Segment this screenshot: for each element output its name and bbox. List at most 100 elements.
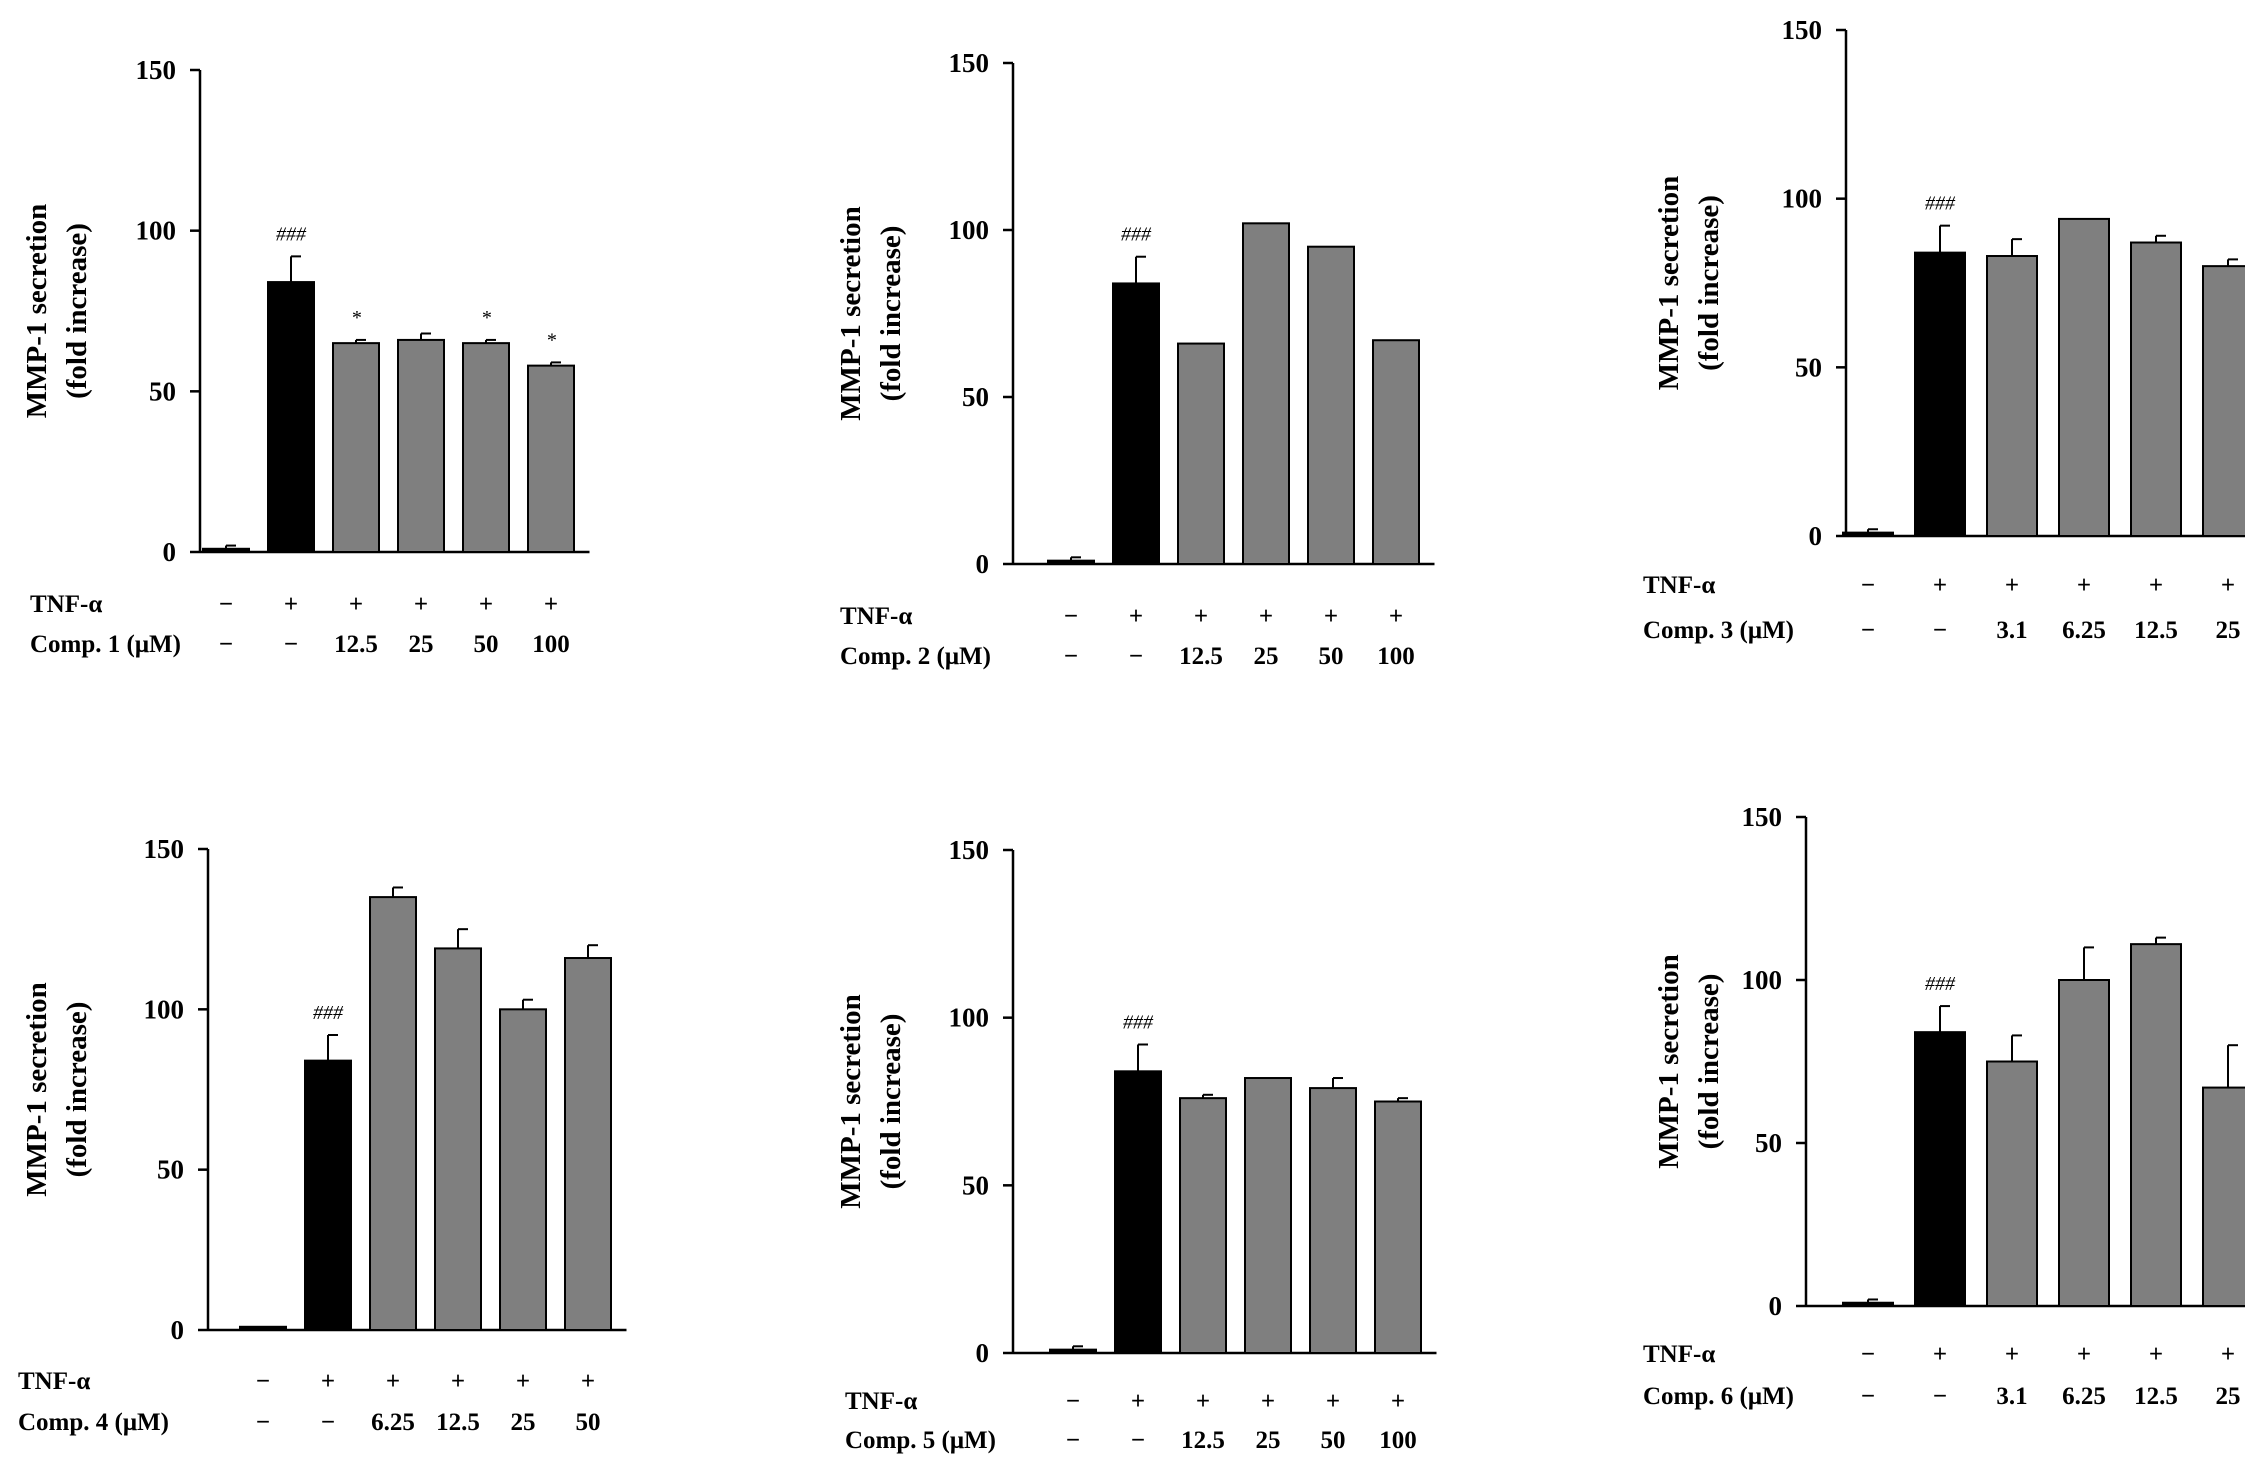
treatment-value: + (2077, 572, 2091, 599)
bar (2202, 1086, 2245, 1307)
significance-mark: ### (1123, 1011, 1154, 1033)
y-tick-label: 100 (1782, 184, 1823, 214)
treatment-value: − (219, 591, 233, 618)
bar (2130, 943, 2182, 1307)
treatment-row-label: TNF-α (845, 1388, 917, 1415)
treatment-value: + (581, 1368, 595, 1395)
treatment-value: − (1064, 603, 1078, 630)
treatment-value: 12.5 (1181, 1427, 1225, 1454)
treatment-value: 100 (1377, 643, 1415, 670)
treatment-value: + (1259, 603, 1273, 630)
treatment-value: 12.5 (2134, 617, 2178, 644)
treatment-row-label: Comp. 6 (μM) (1643, 1383, 1794, 1410)
treatment-row-label: Comp. 2 (μM) (840, 643, 991, 670)
significance-mark: ### (1925, 973, 1956, 995)
significance-mark: * (481, 307, 491, 329)
y-axis-title: MMP-1 secretion (835, 206, 867, 420)
treatment-value: + (479, 591, 493, 618)
y-tick-label: 100 (136, 216, 177, 246)
y-axis-title: MMP-1 secretion (21, 204, 53, 418)
treatment-value: + (1261, 1388, 1275, 1415)
treatment-value: − (256, 1368, 270, 1395)
bar (1914, 1031, 1966, 1308)
significance-mark: * (351, 307, 361, 329)
treatment-value: + (349, 591, 363, 618)
bar (1112, 282, 1160, 565)
treatment-value: 100 (532, 631, 570, 658)
treatment-value: − (1064, 643, 1078, 670)
y-axis-subtitle: (fold increase) (875, 226, 907, 402)
bar (499, 1008, 547, 1331)
y-axis-subtitle: (fold increase) (61, 223, 93, 399)
treatment-value: + (1194, 603, 1208, 630)
bar (332, 342, 380, 553)
treatment-row-label: TNF-α (1643, 1341, 1715, 1368)
panel-comp-6: 0 50 100 150 MMP-1 secretion (fold increase) #… (1643, 802, 2245, 1410)
treatment-value: 25 (409, 631, 434, 658)
y-tick-label: 150 (949, 48, 990, 78)
y-tick-label: 0 (976, 549, 990, 579)
y-tick-label: 150 (949, 835, 990, 865)
bar (2130, 241, 2182, 538)
treatment-value: 50 (1321, 1427, 1346, 1454)
treatment-row-label: Comp. 3 (μM) (1643, 617, 1794, 644)
treatment-value: 50 (576, 1409, 601, 1436)
bar (239, 1325, 287, 1332)
treatment-value: 3.1 (1996, 617, 2027, 644)
treatment-value: 50 (1319, 643, 1344, 670)
y-axis-title: MMP-1 secretion (1653, 954, 1685, 1168)
treatment-value: + (1196, 1388, 1210, 1415)
treatment-value: + (1131, 1388, 1145, 1415)
y-tick-label: 150 (1782, 15, 1823, 45)
y-tick-label: 100 (144, 994, 185, 1024)
y-axis-subtitle: (fold increase) (61, 1002, 93, 1178)
treatment-value: − (256, 1409, 270, 1436)
panel-comp-5: 0 50 100 150 MMP-1 secretion (fold increase) #… (835, 835, 1437, 1454)
significance-mark: ### (1925, 193, 1956, 215)
treatment-value: − (1066, 1427, 1080, 1454)
y-tick-label: 150 (136, 55, 177, 85)
bar (1372, 339, 1420, 565)
treatment-value: 50 (474, 631, 499, 658)
treatment-value: 25 (2216, 1383, 2241, 1410)
y-tick-label: 50 (157, 1155, 184, 1185)
treatment-value: + (2149, 572, 2163, 599)
bar (267, 281, 315, 553)
treatment-value: + (1129, 603, 1143, 630)
y-tick-label: 100 (1742, 965, 1783, 995)
treatment-value: 12.5 (2134, 1383, 2178, 1410)
y-tick-label: 0 (163, 537, 177, 567)
treatment-row-label: TNF-α (840, 603, 912, 630)
treatment-value: + (1391, 1388, 1405, 1415)
significance-mark: ### (1121, 224, 1152, 246)
bar (369, 896, 417, 1331)
significance-mark: * (546, 329, 556, 351)
treatment-value: + (1933, 572, 1947, 599)
treatment-value: + (2221, 572, 2235, 599)
bar (1307, 245, 1355, 565)
y-axis-title: MMP-1 secretion (835, 994, 867, 1208)
bar (1309, 1087, 1357, 1354)
treatment-value: 6.25 (371, 1409, 415, 1436)
treatment-value: 12.5 (1179, 643, 1223, 670)
y-tick-label: 0 (1809, 521, 1823, 551)
treatment-value: + (414, 591, 428, 618)
y-tick-label: 50 (1795, 352, 1822, 382)
treatment-row-label: Comp. 4 (μM) (18, 1409, 169, 1436)
y-axis-subtitle: (fold increase) (1693, 974, 1725, 1150)
y-tick-label: 100 (949, 1003, 990, 1033)
bar (1374, 1100, 1422, 1354)
bar (304, 1059, 352, 1331)
treatment-value: + (2077, 1341, 2091, 1368)
bar (1842, 531, 1894, 537)
treatment-value: 25 (1256, 1427, 1281, 1454)
treatment-value: − (1861, 1341, 1875, 1368)
treatment-value: − (1933, 617, 1947, 644)
treatment-value: 25 (2216, 617, 2241, 644)
bar (397, 338, 445, 554)
treatment-value: + (1326, 1388, 1340, 1415)
treatment-value: 25 (511, 1409, 536, 1436)
treatment-value: 6.25 (2062, 617, 2106, 644)
treatment-value: − (219, 631, 233, 658)
treatment-row-label: TNF-α (1643, 572, 1715, 599)
